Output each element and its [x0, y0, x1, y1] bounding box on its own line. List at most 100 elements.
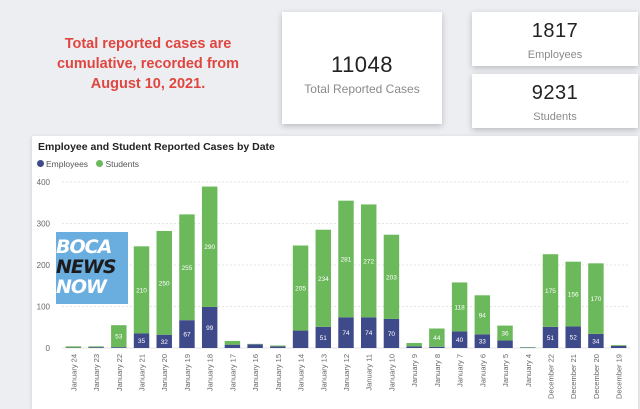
bar-students [338, 200, 354, 318]
bar-students [474, 295, 491, 335]
data-label: 272 [363, 258, 374, 265]
x-tick-label: January 15 [274, 354, 283, 391]
data-label: 51 [547, 335, 555, 342]
bar-employees [315, 326, 332, 348]
x-tick-label: January 9 [410, 354, 419, 387]
y-tick-label: 200 [37, 261, 51, 270]
total-cases-card[interactable]: 11048 Total Reported Cases [282, 12, 442, 124]
data-label: 74 [365, 330, 373, 337]
x-tick-label: January 17 [228, 354, 237, 391]
bar-employees [88, 347, 104, 348]
data-label: 70 [388, 331, 396, 338]
x-tick-label: January 6 [478, 354, 487, 387]
data-label: 34 [592, 338, 600, 345]
y-tick-label: 400 [37, 178, 51, 187]
data-label: 170 [590, 296, 601, 303]
bar-employees [383, 318, 400, 348]
chart-title: Employee and Student Reported Cases by D… [38, 141, 275, 153]
x-tick-label: January 11 [365, 354, 374, 391]
bar-employees [179, 320, 195, 348]
bar-students [610, 345, 627, 346]
bar-students [451, 282, 468, 332]
bar-students [270, 345, 286, 347]
total-cases-value: 11048 [330, 52, 394, 77]
bar-students [360, 204, 377, 318]
y-tick-label: 300 [37, 220, 51, 229]
bar-students [406, 343, 422, 347]
bar-employees [338, 317, 354, 348]
logo-line3: NOW [56, 276, 107, 298]
bar-employees [429, 346, 445, 348]
bar-employees [565, 326, 581, 348]
data-label: 210 [136, 287, 147, 294]
chart-legend[interactable]: Employees Students [37, 158, 139, 169]
data-label: 234 [318, 276, 329, 283]
data-label: 203 [386, 274, 397, 281]
x-tick-label: January 13 [319, 354, 328, 391]
bar-employees [497, 340, 513, 348]
students-card[interactable]: 9231 Students [472, 74, 638, 128]
x-tick-label: January 5 [501, 354, 510, 387]
bar-employees [224, 344, 241, 348]
x-tick-label: January 14 [297, 354, 306, 391]
bar-employees [111, 347, 127, 348]
bar-employees [610, 345, 627, 348]
bar-employees [156, 334, 172, 348]
x-tick-label: January 8 [433, 354, 442, 387]
data-label: 51 [320, 335, 328, 342]
boca-news-now-logo: BOCA NEWS NOW [56, 232, 128, 304]
employees-value: 1817 [531, 20, 579, 42]
x-tick-label: December 20 [592, 354, 601, 399]
data-label: 44 [433, 335, 441, 342]
bar-students [588, 263, 604, 334]
bar-employees [542, 326, 559, 348]
data-label: 99 [206, 325, 214, 332]
bar-employees [406, 346, 422, 348]
x-tick-label: January 16 [251, 354, 260, 391]
bar-students [133, 246, 150, 334]
employees-card[interactable]: 1817 Employees [472, 12, 638, 66]
x-tick-label: January 19 [183, 354, 192, 391]
bar-students [88, 346, 104, 348]
bar-students [224, 340, 241, 345]
bar-students [429, 328, 445, 347]
bar-employees [588, 333, 604, 348]
data-label: 250 [159, 280, 170, 287]
x-tick-label: January 20 [160, 354, 169, 391]
data-label: 36 [501, 331, 509, 338]
bar-students [65, 346, 82, 348]
bar-employees [451, 331, 468, 348]
bar-students [179, 214, 195, 321]
legend-employees-label: Employees [46, 158, 89, 169]
bar-employees [201, 306, 218, 348]
y-tick-label: 100 [37, 303, 51, 312]
data-label: 290 [204, 244, 215, 251]
x-tick-label: January 18 [206, 354, 215, 391]
data-label: 118 [454, 304, 465, 311]
x-tick-label: December 21 [569, 354, 578, 399]
x-tick-label: January 23 [92, 354, 101, 391]
bar-students [565, 261, 581, 327]
y-tick-label: 0 [46, 344, 51, 353]
bar-employees [247, 344, 263, 348]
bar-students [292, 245, 309, 331]
data-label: 74 [342, 330, 350, 337]
bar-students [542, 254, 559, 327]
employees-label: Employees [527, 49, 583, 61]
data-label: 32 [161, 339, 169, 346]
legend-employees-swatch [37, 160, 44, 168]
cases-chart-panel[interactable]: Employee and Student Reported Cases by D… [32, 136, 638, 409]
data-label: 40 [456, 337, 464, 344]
bar-employees [270, 346, 286, 348]
legend-students-swatch [96, 160, 104, 168]
data-label: 156 [568, 292, 579, 299]
data-label: 94 [479, 312, 487, 319]
logo-line2: NEWS [56, 256, 117, 278]
x-tick-label: January 4 [524, 354, 533, 387]
x-tick-label: January 10 [387, 354, 396, 391]
legend-students-label: Students [105, 158, 139, 169]
bar-students [315, 229, 332, 327]
x-tick-label: December 22 [546, 354, 555, 399]
x-tick-label: January 7 [456, 354, 465, 387]
total-cases-label: Total Reported Cases [304, 82, 420, 96]
